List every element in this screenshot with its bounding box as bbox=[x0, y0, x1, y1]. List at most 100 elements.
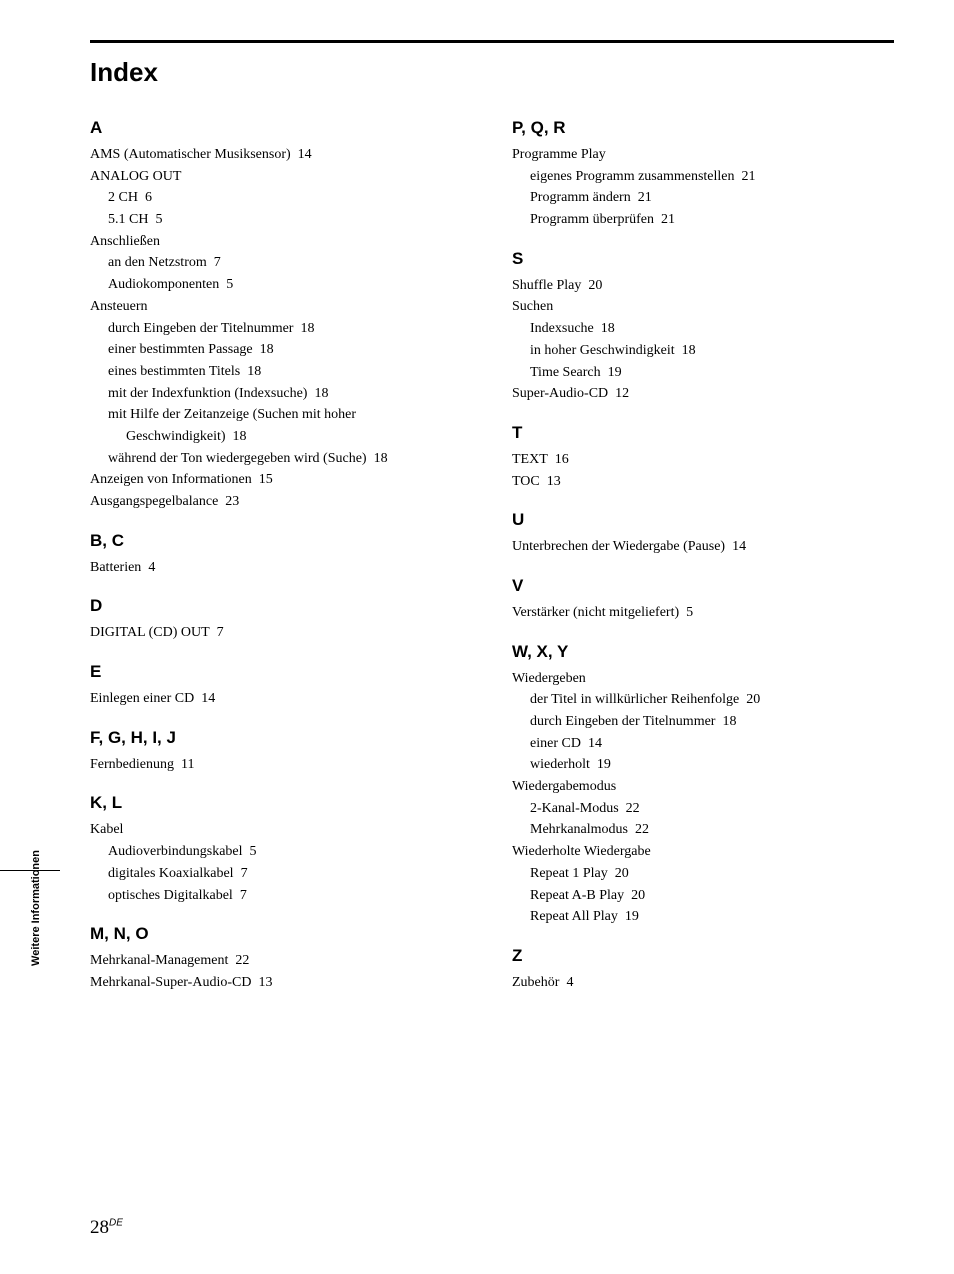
page-ref: 18 bbox=[314, 386, 328, 401]
page-ref: 14 bbox=[201, 691, 215, 706]
letter-heading: P, Q, R bbox=[512, 118, 894, 138]
letter-heading: W, X, Y bbox=[512, 642, 894, 662]
index-entry: AMS (Automatischer Musiksensor) 14 bbox=[90, 144, 472, 166]
page-ref: 5 bbox=[226, 277, 233, 292]
index-entry: Programme Play bbox=[512, 144, 894, 166]
page-ref: 5 bbox=[686, 605, 693, 620]
page-ref: 7 bbox=[214, 255, 221, 270]
index-subentry: optisches Digitalkabel 7 bbox=[90, 885, 472, 907]
index-subentry: während der Ton wiedergegeben wird (Such… bbox=[90, 448, 472, 470]
index-subentry: digitales Koaxialkabel 7 bbox=[90, 863, 472, 885]
index-subentry: Audioverbindungskabel 5 bbox=[90, 841, 472, 863]
index-subentry: Programm überprüfen 21 bbox=[512, 209, 894, 231]
index-subentry: in hoher Geschwindigkeit 18 bbox=[512, 340, 894, 362]
page-ref: 22 bbox=[235, 953, 249, 968]
letter-heading: E bbox=[90, 662, 472, 682]
letter-heading: A bbox=[90, 118, 472, 138]
index-entry: Verstärker (nicht mitgeliefert) 5 bbox=[512, 602, 894, 624]
page-ref: 18 bbox=[722, 714, 736, 729]
index-entry: Ausgangspegelbalance 23 bbox=[90, 491, 472, 513]
page-title: Index bbox=[90, 57, 894, 88]
index-entry: Shuffle Play 20 bbox=[512, 275, 894, 297]
page-ref: 14 bbox=[588, 736, 602, 751]
index-subentry: wiederholt 19 bbox=[512, 754, 894, 776]
index-subentry: 2 CH 6 bbox=[90, 187, 472, 209]
letter-heading: T bbox=[512, 423, 894, 443]
index-subentry: Repeat A-B Play 20 bbox=[512, 885, 894, 907]
index-entry: Anzeigen von Informationen 15 bbox=[90, 469, 472, 491]
page-number: 28DE bbox=[90, 1217, 123, 1239]
page-ref: 18 bbox=[300, 321, 314, 336]
index-subentry: eigenes Programm zusammenstellen 21 bbox=[512, 166, 894, 188]
index-entry: Einlegen einer CD 14 bbox=[90, 688, 472, 710]
page-ref: 7 bbox=[241, 866, 248, 881]
letter-heading: F, G, H, I, J bbox=[90, 728, 472, 748]
index-subentry: 5.1 CH 5 bbox=[90, 209, 472, 231]
index-subentry: Indexsuche 18 bbox=[512, 318, 894, 340]
page-ref: 22 bbox=[635, 822, 649, 837]
index-subentry: mit der Indexfunktion (Indexsuche) 18 bbox=[90, 383, 472, 405]
index-entry: Zubehör 4 bbox=[512, 972, 894, 994]
page-ref: 20 bbox=[615, 866, 629, 881]
page-ref: 23 bbox=[225, 494, 239, 509]
index-entry: Wiederholte Wiedergabe bbox=[512, 841, 894, 863]
index-entry: Batterien 4 bbox=[90, 557, 472, 579]
page-ref: 4 bbox=[148, 560, 155, 575]
index-entry: Anschließen bbox=[90, 231, 472, 253]
page-ref: 19 bbox=[625, 909, 639, 924]
page-ref: 14 bbox=[732, 539, 746, 554]
index-entry: Fernbedienung 11 bbox=[90, 754, 472, 776]
index-entry: Mehrkanal-Management 22 bbox=[90, 950, 472, 972]
page-ref: 21 bbox=[742, 169, 756, 184]
page-ref: 20 bbox=[746, 692, 760, 707]
index-subentry: Mehrkanalmodus 22 bbox=[512, 819, 894, 841]
page-ref: 21 bbox=[661, 212, 675, 227]
index-entry: Ansteuern bbox=[90, 296, 472, 318]
index-subentry: durch Eingeben der Titelnummer 18 bbox=[90, 318, 472, 340]
page-ref: 19 bbox=[608, 365, 622, 380]
index-subentry: mit Hilfe der Zeitanzeige (Suchen mit ho… bbox=[90, 404, 472, 426]
letter-heading: D bbox=[90, 596, 472, 616]
page-number-suffix: DE bbox=[109, 1218, 123, 1229]
index-subentry: eines bestimmten Titels 18 bbox=[90, 361, 472, 383]
page-ref: 5 bbox=[155, 212, 162, 227]
page-ref: 4 bbox=[566, 975, 573, 990]
index-entry: Mehrkanal-Super-Audio-CD 13 bbox=[90, 972, 472, 994]
index-entry: Wiedergeben bbox=[512, 668, 894, 690]
index-subentry-cont: Geschwindigkeit) 18 bbox=[90, 426, 472, 448]
index-entry: Super-Audio-CD 12 bbox=[512, 383, 894, 405]
page-ref: 20 bbox=[588, 278, 602, 293]
right-column: P, Q, R Programme Playeigenes Programm zu… bbox=[512, 118, 894, 994]
page-ref: 13 bbox=[258, 975, 272, 990]
page-ref: 19 bbox=[597, 757, 611, 772]
letter-heading: V bbox=[512, 576, 894, 596]
page-number-value: 28 bbox=[90, 1217, 109, 1238]
index-subentry: Time Search 19 bbox=[512, 362, 894, 384]
page-ref: 7 bbox=[240, 888, 247, 903]
index-entry: Suchen bbox=[512, 296, 894, 318]
page-ref: 18 bbox=[233, 429, 247, 444]
index-entry: TEXT 16 bbox=[512, 449, 894, 471]
top-rule bbox=[90, 40, 894, 43]
index-subentry: durch Eingeben der Titelnummer 18 bbox=[512, 711, 894, 733]
page-ref: 21 bbox=[638, 190, 652, 205]
index-subentry: Repeat 1 Play 20 bbox=[512, 863, 894, 885]
page-ref: 16 bbox=[555, 452, 569, 467]
letter-heading: Z bbox=[512, 946, 894, 966]
page-ref: 18 bbox=[260, 342, 274, 357]
index-subentry: Audiokomponenten 5 bbox=[90, 274, 472, 296]
page-ref: 18 bbox=[601, 321, 615, 336]
left-column: AAMS (Automatischer Musiksensor) 14ANALO… bbox=[90, 118, 472, 994]
index-entry: Wiedergabemodus bbox=[512, 776, 894, 798]
side-tab-label: Weitere Informationen bbox=[30, 850, 42, 966]
index-subentry: einer CD 14 bbox=[512, 733, 894, 755]
page-ref: 20 bbox=[631, 888, 645, 903]
page-ref: 14 bbox=[298, 147, 312, 162]
index-entry: TOC 13 bbox=[512, 471, 894, 493]
letter-heading: K, L bbox=[90, 793, 472, 813]
index-entry: Kabel bbox=[90, 819, 472, 841]
letter-heading: S bbox=[512, 249, 894, 269]
index-subentry: Repeat All Play 19 bbox=[512, 906, 894, 928]
page-ref: 22 bbox=[626, 801, 640, 816]
index-subentry: der Titel in willkürlicher Reihenfolge 2… bbox=[512, 689, 894, 711]
